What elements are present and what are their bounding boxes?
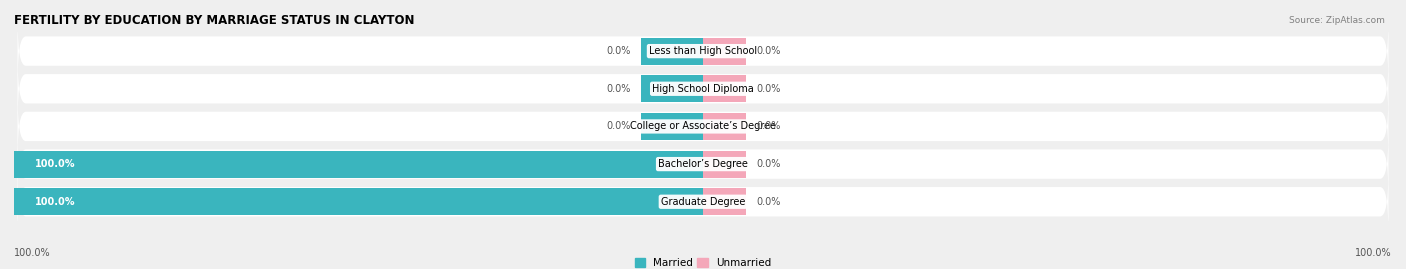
Text: High School Diploma: High School Diploma [652, 84, 754, 94]
Text: 100.0%: 100.0% [35, 197, 76, 207]
Bar [641, 113, 703, 140]
Bar [641, 75, 703, 102]
FancyBboxPatch shape [17, 171, 1389, 232]
Text: 0.0%: 0.0% [756, 46, 782, 56]
Text: 0.0%: 0.0% [606, 46, 631, 56]
Text: 0.0%: 0.0% [606, 84, 631, 94]
Text: 0.0%: 0.0% [756, 197, 782, 207]
Text: College or Associate’s Degree: College or Associate’s Degree [630, 121, 776, 132]
Text: Bachelor’s Degree: Bachelor’s Degree [658, 159, 748, 169]
Bar [703, 75, 747, 102]
Bar [703, 113, 747, 140]
Bar [703, 151, 747, 178]
Bar [703, 188, 747, 215]
FancyBboxPatch shape [17, 58, 1389, 119]
Text: 100.0%: 100.0% [1355, 248, 1392, 258]
Bar [703, 38, 747, 65]
Text: 100.0%: 100.0% [35, 159, 76, 169]
Bar [641, 38, 703, 65]
Text: 100.0%: 100.0% [14, 248, 51, 258]
Legend: Married, Unmarried: Married, Unmarried [634, 258, 772, 268]
Text: 0.0%: 0.0% [606, 121, 631, 132]
Bar [14, 188, 703, 215]
FancyBboxPatch shape [17, 21, 1389, 82]
Text: 0.0%: 0.0% [756, 159, 782, 169]
FancyBboxPatch shape [17, 96, 1389, 157]
Text: 0.0%: 0.0% [756, 121, 782, 132]
Text: Graduate Degree: Graduate Degree [661, 197, 745, 207]
Text: 0.0%: 0.0% [756, 84, 782, 94]
Text: Source: ZipAtlas.com: Source: ZipAtlas.com [1289, 16, 1385, 25]
FancyBboxPatch shape [17, 134, 1389, 194]
Text: Less than High School: Less than High School [650, 46, 756, 56]
Text: FERTILITY BY EDUCATION BY MARRIAGE STATUS IN CLAYTON: FERTILITY BY EDUCATION BY MARRIAGE STATU… [14, 14, 415, 27]
Bar [14, 151, 703, 178]
